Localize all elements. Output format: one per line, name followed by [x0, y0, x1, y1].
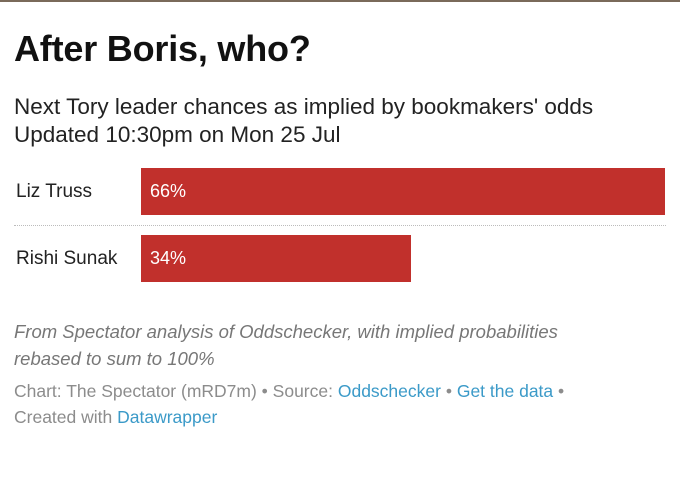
- bar-track: 34%: [141, 235, 665, 282]
- get-data-link[interactable]: Get the data: [456, 381, 554, 401]
- top-divider: [0, 0, 680, 2]
- bar-row: Rishi Sunak 34%: [0, 235, 680, 282]
- subtitle-line: Next Tory leader chances as implied by b…: [14, 94, 594, 119]
- chart-credit: Chart: The Spectator (mRD7m): [14, 381, 257, 401]
- source-link[interactable]: Oddschecker: [337, 381, 441, 401]
- bar-chart: Liz Truss 66% Rishi Sunak 34%: [0, 168, 680, 284]
- bar-category-label: Liz Truss: [16, 181, 93, 202]
- chart-subtitle: Next Tory leader chances as implied by b…: [14, 93, 674, 149]
- footer-line-2: Created with Datawrapper: [14, 404, 664, 430]
- chart-note: From Spectator analysis of Oddschecker, …: [14, 318, 664, 372]
- note-line: rebased to sum to 100%: [14, 348, 215, 369]
- bar-value-label: 66%: [150, 181, 187, 201]
- source-label: Source:: [272, 381, 338, 401]
- bar-value-label: 34%: [150, 248, 187, 268]
- note-line: From Spectator analysis of Oddschecker, …: [14, 321, 558, 342]
- footer-separator: •: [256, 381, 273, 401]
- datawrapper-link[interactable]: Datawrapper: [117, 407, 218, 427]
- bar-row: Liz Truss 66%: [0, 168, 680, 215]
- footer-separator: •: [440, 381, 457, 401]
- bar: [141, 235, 411, 282]
- created-label: Created with: [14, 407, 118, 427]
- bar-track: 66%: [141, 168, 665, 215]
- chart-footer: Chart: The Spectator (mRD7m) • Source: O…: [14, 378, 664, 430]
- chart-title: After Boris, who?: [14, 28, 311, 69]
- bar-category-label: Rishi Sunak: [16, 248, 118, 269]
- subtitle-line: Updated 10:30pm on Mon 25 Jul: [14, 122, 341, 147]
- footer-line-1: Chart: The Spectator (mRD7m) • Source: O…: [14, 378, 664, 404]
- bar: [141, 168, 665, 215]
- row-separator: [14, 225, 666, 226]
- footer-separator: •: [553, 381, 565, 401]
